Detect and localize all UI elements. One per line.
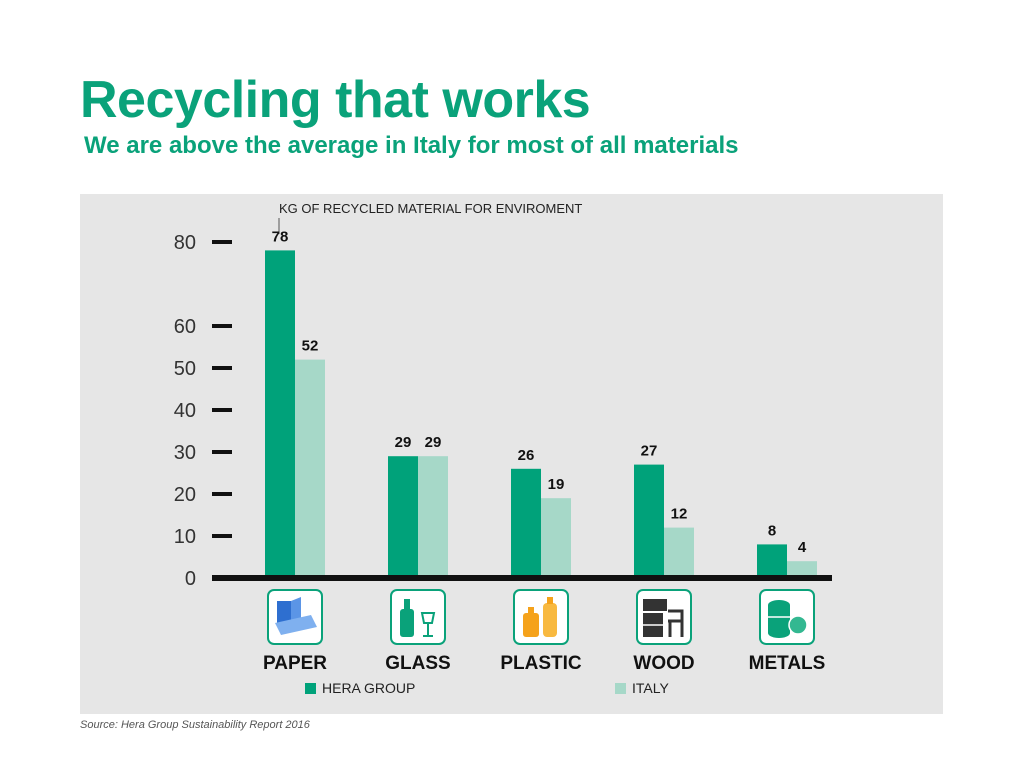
- glass-bottle-icon-glass: [420, 612, 436, 624]
- data-label: 26: [518, 447, 535, 464]
- bar-hera-paper: [265, 250, 295, 575]
- bar-hera-glass: [388, 456, 418, 575]
- wood-furniture-icon-box: [643, 599, 667, 611]
- glass-bottle-icon-neck: [404, 599, 410, 609]
- category-label: WOOD: [633, 653, 694, 674]
- data-label: 27: [641, 443, 658, 460]
- y-tick-mark: [212, 366, 232, 370]
- plastic-bottles-icon: [523, 613, 539, 637]
- y-tick-mark: [212, 450, 232, 454]
- y-tick-label: 60: [174, 316, 196, 338]
- y-tick-mark: [212, 492, 232, 496]
- bar-hera-plastic: [511, 468, 541, 575]
- category-label: PAPER: [263, 653, 327, 674]
- data-label: 12: [671, 506, 688, 523]
- data-label: 29: [425, 434, 442, 451]
- bar-hera-wood: [634, 464, 664, 575]
- y-tick-mark: [212, 534, 232, 538]
- data-label: 19: [548, 476, 565, 493]
- paper-carton-icon-sheet: [275, 615, 317, 635]
- data-label: 52: [302, 338, 319, 355]
- category-label: METALS: [749, 653, 826, 674]
- wood-furniture-icon-chair: [668, 609, 684, 637]
- source-note: Source: Hera Group Sustainability Report…: [80, 719, 310, 731]
- bar-hera-metals: [757, 544, 787, 575]
- data-label: 4: [798, 539, 807, 556]
- data-label: 29: [395, 434, 412, 451]
- legend-label-hera: HERA GROUP: [322, 680, 415, 696]
- bar-italy-wood: [664, 527, 694, 575]
- plastic-bottles-icon-tall: [543, 603, 557, 637]
- data-label: 8: [768, 522, 776, 539]
- y-tick-label: 30: [174, 442, 196, 464]
- legend-label-italy: ITALY: [632, 680, 669, 696]
- data-label: 78: [272, 228, 289, 245]
- paper-carton-icon: [277, 601, 291, 625]
- annotation-label: KG OF RECYCLED MATERIAL FOR ENVIROMENT: [279, 201, 582, 216]
- y-tick-mark: [212, 324, 232, 328]
- glass-bottle-icon: [400, 609, 414, 637]
- glass-bottle-icon-frame: [390, 589, 446, 645]
- y-tick-mark: [212, 240, 232, 244]
- category-label: GLASS: [385, 653, 450, 674]
- bar-italy-plastic: [541, 498, 571, 575]
- y-tick-label: 80: [174, 232, 196, 254]
- plastic-bottles-icon-cap2: [547, 597, 553, 604]
- metal-cans-icon-can2: [788, 615, 808, 635]
- category-label: PLASTIC: [500, 653, 582, 674]
- y-tick-mark: [212, 408, 232, 412]
- metal-cans-icon-body: [768, 605, 790, 633]
- bar-italy-glass: [418, 456, 448, 575]
- chart-subtitle: We are above the average in Italy for mo…: [84, 132, 739, 159]
- y-tick-label: 10: [174, 526, 196, 548]
- y-tick-label: 40: [174, 400, 196, 422]
- plastic-bottles-icon-cap: [528, 607, 534, 614]
- y-tick-label: 50: [174, 358, 196, 380]
- y-tick-label: 20: [174, 484, 196, 506]
- y-tick-label: 0: [185, 568, 196, 590]
- x-axis-baseline: [212, 575, 832, 581]
- chart-title: Recycling that works: [80, 71, 591, 129]
- bar-italy-metals: [787, 561, 817, 575]
- plastic-bottles-icon-frame: [513, 589, 569, 645]
- legend-swatch-italy: [615, 683, 626, 694]
- metal-cans-icon-bottom: [768, 628, 790, 638]
- legend-swatch-hera: [305, 683, 316, 694]
- bar-italy-paper: [295, 359, 325, 575]
